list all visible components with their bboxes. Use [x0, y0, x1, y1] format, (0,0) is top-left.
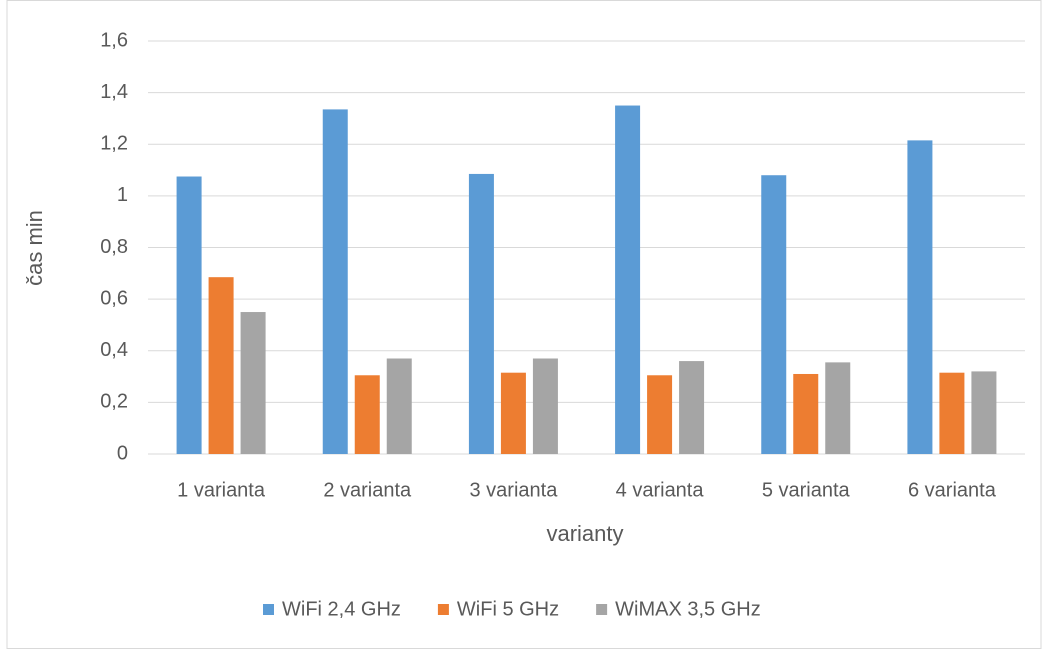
bar [793, 373, 819, 454]
legend-label: WiFi 2,4 GHz [282, 598, 401, 620]
y-tick-label: 1,2 [100, 133, 128, 155]
bar [176, 176, 202, 454]
legend-swatch [263, 604, 274, 615]
bar [939, 372, 965, 454]
legend-swatch [596, 604, 608, 615]
x-tick-label: 5 varianta [762, 479, 851, 501]
bar [615, 105, 641, 454]
y-tick-label: 1 [117, 184, 128, 206]
bar [971, 371, 997, 454]
x-tick-label: 6 varianta [908, 479, 997, 501]
y-tick-label: 0,2 [100, 391, 128, 413]
bar [825, 362, 851, 454]
y-tick-label: 0 [117, 442, 128, 464]
bar [468, 173, 494, 454]
y-tick-label: 0,8 [100, 236, 128, 258]
x-tick-label: 2 varianta [323, 479, 412, 501]
bar [208, 277, 234, 454]
y-axis-label: čas min [22, 210, 47, 286]
bar [532, 358, 558, 454]
chart-border [6, 0, 1042, 649]
bar [500, 372, 526, 454]
x-tick-label: 1 varianta [177, 479, 266, 501]
y-tick-label: 1,6 [100, 29, 128, 51]
bar [907, 140, 933, 455]
bar [386, 358, 412, 454]
bar [647, 375, 673, 454]
y-tick-label: 0,4 [100, 339, 128, 361]
x-axis-label: varianty [546, 521, 623, 546]
bar [322, 109, 348, 454]
bar [354, 375, 380, 454]
y-tick-label: 0,6 [100, 287, 128, 309]
legend-swatch [437, 604, 449, 615]
bar [679, 361, 705, 454]
legend-label: WiMAX 3,5 GHz [615, 598, 761, 620]
x-tick-label: 4 varianta [616, 479, 705, 501]
bar [761, 175, 787, 454]
bar [240, 312, 266, 454]
x-tick-label: 3 varianta [469, 479, 558, 501]
legend-label: WiFi 5 GHz [457, 598, 559, 620]
y-tick-label: 1,4 [100, 81, 128, 103]
